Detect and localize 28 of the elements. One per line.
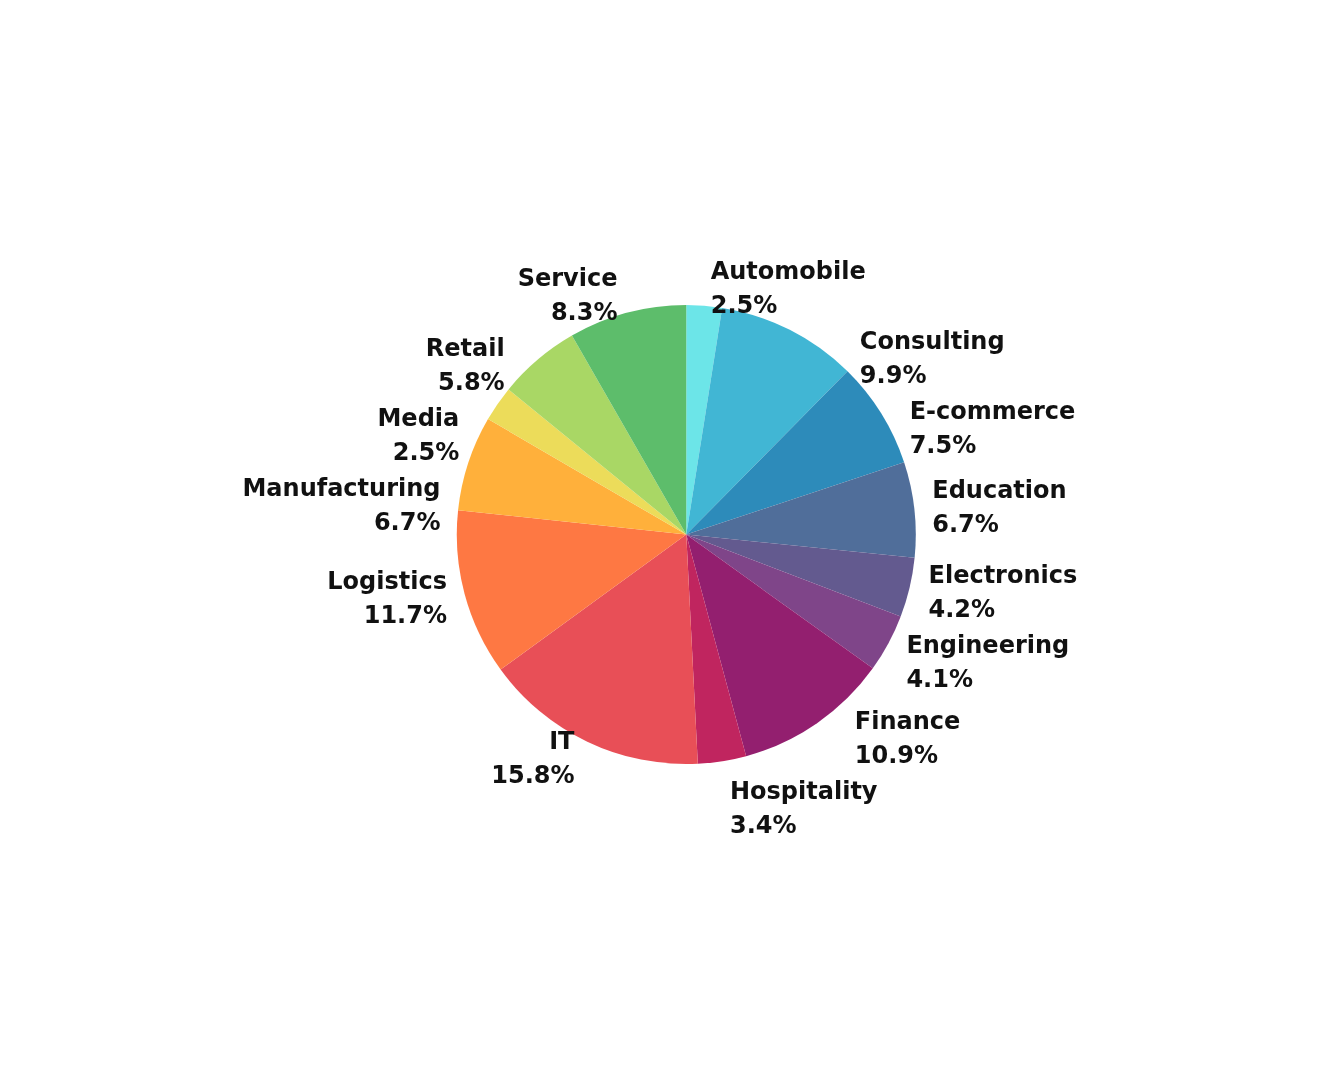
slice-label: Service xyxy=(517,264,618,293)
data-label: 3.4% xyxy=(730,810,797,839)
slice-label: Retail xyxy=(425,334,505,363)
data-label: 2.5% xyxy=(710,290,778,319)
slice-label: Education xyxy=(932,476,1067,505)
slice-label: E-commerce xyxy=(909,396,1076,425)
data-label: 5.8% xyxy=(438,368,505,397)
data-label: 9.9% xyxy=(859,360,927,389)
data-label: 10.9% xyxy=(854,740,939,769)
slice-label: Consulting xyxy=(859,326,1005,355)
slice-label: Manufacturing xyxy=(242,474,441,503)
data-label: 8.3% xyxy=(550,298,618,327)
slice-label: Automobile xyxy=(710,256,866,285)
slice-label: IT xyxy=(549,726,576,755)
slice-label: Hospitality xyxy=(730,776,878,805)
data-label: 2.5% xyxy=(392,438,460,467)
data-label: 6.7% xyxy=(373,508,441,537)
slice-label: Media xyxy=(377,404,460,433)
data-label: 4.2% xyxy=(928,594,996,623)
slice-label: Logistics xyxy=(327,567,447,596)
slice-label: Finance xyxy=(854,706,961,735)
data-label: 15.8% xyxy=(491,760,575,789)
slice-label: Engineering xyxy=(906,630,1070,659)
data-label: 7.5% xyxy=(909,430,977,459)
data-label: 6.7% xyxy=(932,510,999,539)
slice-label: Electronics xyxy=(928,560,1078,589)
data-label: 11.7% xyxy=(363,601,447,630)
data-label: 4.1% xyxy=(906,664,973,693)
